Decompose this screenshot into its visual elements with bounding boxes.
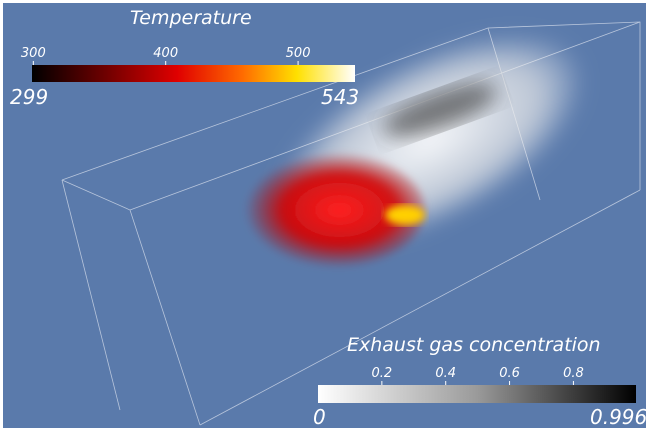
colorbar-tick-label: 300 [21, 46, 46, 61]
temperature-title: Temperature [130, 7, 252, 29]
exhaust-title: Exhaust gas concentration [347, 334, 601, 356]
temperature-colorbar [32, 65, 355, 82]
temperature-max: 543 [321, 85, 359, 109]
colorbar-tick-label: 0.4 [435, 366, 456, 381]
colorbar-tick-label: 400 [153, 46, 178, 61]
temperature-min: 299 [10, 85, 48, 109]
exhaust-max: 0.996 [590, 405, 647, 429]
exhaust-min: 0 [313, 405, 326, 429]
visualization: Temperature 299 543 Exhaust gas concentr… [0, 0, 649, 431]
colorbar-tick-label: 0.6 [499, 366, 520, 381]
colorbar-tick-label: 0.8 [563, 366, 584, 381]
exhaust-colorbar [318, 385, 636, 403]
colorbar-tick-label: 500 [286, 46, 311, 61]
colorbar-tick-label: 0.2 [372, 366, 393, 381]
